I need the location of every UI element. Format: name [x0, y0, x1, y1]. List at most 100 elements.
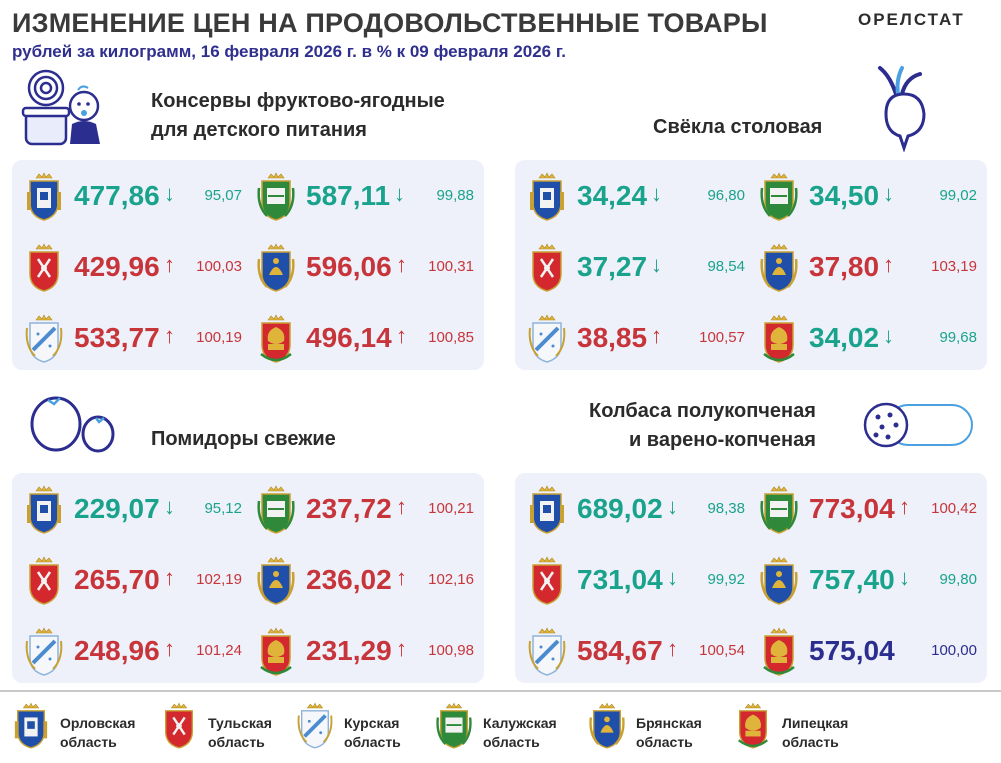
tula-emblem-icon: [160, 702, 198, 750]
kaluga-emblem-icon: [256, 485, 296, 535]
price-value: 477,86: [74, 180, 160, 211]
divider: [0, 690, 1001, 692]
tula-emblem-icon: [24, 243, 64, 293]
arrow-up-icon: ↑: [164, 323, 175, 348]
bryansk-emblem-icon: [759, 243, 799, 293]
kaluga-emblem-icon: [256, 172, 296, 222]
tomato-icon: [30, 396, 115, 453]
price-value: 429,96: [74, 251, 160, 282]
price-cell-orel: 689,02 ↓ 98,38: [527, 485, 753, 537]
tula-emblem-icon: [527, 556, 567, 606]
arrow-down-icon: ↓: [899, 565, 910, 590]
percent-change: 95,07: [204, 187, 242, 204]
lipetsk-emblem-icon: [256, 627, 296, 677]
legend-label-line: область: [60, 734, 117, 750]
percent-change: 95,12: [204, 500, 242, 517]
section-title-line: Консервы фруктово-ягодные: [151, 90, 445, 112]
percent-change: 98,38: [707, 500, 745, 517]
price-cell-bryansk: 236,02 ↑ 102,16: [256, 556, 482, 608]
price-value: 265,70: [74, 564, 160, 595]
kursk-emblem-icon: [527, 314, 567, 364]
percent-change: 103,19: [931, 258, 977, 275]
price-cell-kursk: 248,96 ↑ 101,24: [24, 627, 250, 679]
kaluga-emblem-icon: [759, 172, 799, 222]
kursk-emblem-icon: [296, 702, 334, 750]
orel-emblem-icon: [24, 485, 64, 535]
orel-emblem-icon: [527, 172, 567, 222]
panel-beet: 34,24 ↓ 96,80 34,50 ↓ 99,02 37,27 ↓ 98,54 37,8…: [515, 160, 987, 370]
panel-canned-fruit: 477,86 ↓ 95,07 587,11 ↓ 99,88 429,96 ↑ 100,03 …: [12, 160, 484, 370]
percent-change: 102,16: [428, 571, 474, 588]
orel-emblem-icon: [12, 702, 50, 750]
page-title: ИЗМЕНЕНИЕ ЦЕН НА ПРОДОВОЛЬСТВЕННЫЕ ТОВАР…: [12, 8, 768, 38]
legend-label: Калужская область: [483, 714, 563, 752]
section-title-canned-fruit: Консервы фруктово-ягодные для детского п…: [151, 87, 445, 145]
price-value: 496,14: [306, 322, 392, 353]
legend-label-line: область: [344, 734, 401, 750]
price-value: 587,11: [306, 180, 391, 211]
bryansk-emblem-icon: [588, 702, 626, 750]
legend-label-line: Калужская: [483, 715, 557, 731]
price-value: 596,06: [306, 251, 392, 282]
percent-change: 96,80: [707, 187, 745, 204]
arrow-down-icon: ↓: [667, 494, 678, 519]
legend-label-line: Липецкая: [782, 715, 849, 731]
price-value: 248,96: [74, 635, 160, 666]
lipetsk-emblem-icon: [759, 627, 799, 677]
section-title-tomatoes: Помидоры свежие: [151, 428, 336, 450]
price-cell-lipetsk: 575,04 100,00: [759, 627, 985, 679]
percent-change: 100,98: [428, 642, 474, 659]
price-cell-lipetsk: 231,29 ↑ 100,98: [256, 627, 482, 679]
legend-label: Курская область: [344, 714, 424, 752]
price-value: 773,04: [809, 493, 895, 524]
section-title-sausage: Колбаса полукопченая и варено-копченая: [589, 397, 816, 455]
legend-label-line: область: [208, 734, 265, 750]
price-value: 757,40: [809, 564, 895, 595]
price-cell-kaluga: 237,72 ↑ 100,21: [256, 485, 482, 537]
arrow-up-icon: ↑: [396, 494, 407, 519]
price-cell-bryansk: 37,80 ↑ 103,19: [759, 243, 985, 295]
percent-change: 100,21: [428, 500, 474, 517]
price-cell-orel: 229,07 ↓ 95,12: [24, 485, 250, 537]
legend-label-line: Курская: [344, 715, 400, 731]
price-value: 689,02: [577, 493, 663, 524]
legend-item-kursk: Курская область: [296, 702, 436, 752]
section-title-beet: Свёкла столовая: [653, 116, 823, 138]
price-value: 229,07: [74, 493, 160, 524]
price-cell-tula: 429,96 ↑ 100,03: [24, 243, 250, 295]
arrow-up-icon: ↑: [164, 252, 175, 277]
arrow-up-icon: ↑: [667, 636, 678, 661]
price-cell-kursk: 584,67 ↑ 100,54: [527, 627, 753, 679]
legend-label-line: область: [782, 734, 839, 750]
price-value: 34,50: [809, 180, 880, 211]
price-cell-lipetsk: 496,14 ↑ 100,85: [256, 314, 482, 366]
arrow-up-icon: ↑: [651, 323, 662, 348]
legend-label-line: Орловская: [60, 715, 136, 731]
price-value: 37,27: [577, 251, 648, 282]
panel-sausage: 689,02 ↓ 98,38 773,04 ↑ 100,42 731,04 ↓ 99,92 …: [515, 473, 987, 683]
percent-change: 100,31: [428, 258, 474, 275]
price-value: 584,67: [577, 635, 663, 666]
tula-emblem-icon: [527, 243, 567, 293]
price-cell-bryansk: 757,40 ↓ 99,80: [759, 556, 985, 608]
percent-change: 99,92: [707, 571, 745, 588]
percent-change: 100,57: [699, 329, 745, 346]
arrow-up-icon: ↑: [396, 252, 407, 277]
percent-change: 99,88: [436, 187, 474, 204]
panel-tomatoes: 229,07 ↓ 95,12 237,72 ↑ 100,21 265,70 ↑ 102,19…: [12, 473, 484, 683]
price-cell-lipetsk: 34,02 ↓ 99,68: [759, 314, 985, 366]
percent-change: 100,03: [196, 258, 242, 275]
percent-change: 100,42: [931, 500, 977, 517]
percent-change: 99,68: [939, 329, 977, 346]
legend-label-line: Тульская: [208, 715, 272, 731]
price-cell-tula: 37,27 ↓ 98,54: [527, 243, 753, 295]
legend-label-line: область: [483, 734, 540, 750]
section-title-line: Колбаса полукопченая: [589, 400, 816, 422]
price-cell-bryansk: 596,06 ↑ 100,31: [256, 243, 482, 295]
lipetsk-emblem-icon: [256, 314, 296, 364]
price-cell-kaluga: 587,11 ↓ 99,88: [256, 172, 482, 224]
price-value: 37,80: [809, 251, 880, 282]
arrow-down-icon: ↓: [883, 181, 894, 206]
price-cell-kursk: 38,85 ↑ 100,57: [527, 314, 753, 366]
bryansk-emblem-icon: [759, 556, 799, 606]
